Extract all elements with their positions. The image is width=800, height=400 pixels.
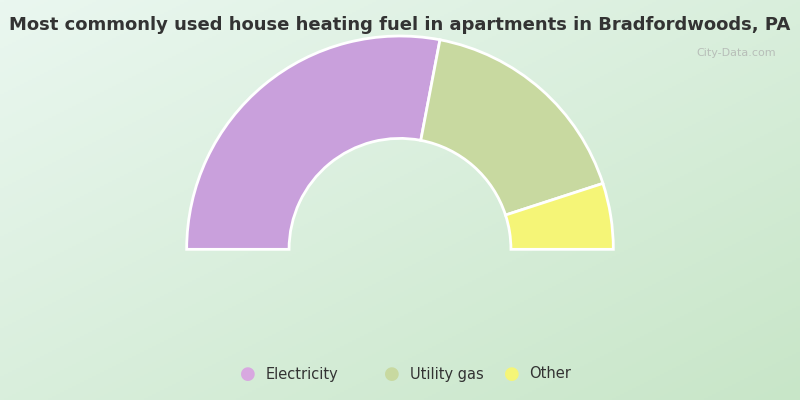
Wedge shape	[186, 36, 440, 249]
Text: ●: ●	[240, 365, 256, 383]
Text: ●: ●	[384, 365, 400, 383]
Wedge shape	[506, 184, 614, 249]
Text: ●: ●	[504, 365, 520, 383]
Text: City-Data.com: City-Data.com	[696, 48, 776, 58]
Text: Utility gas: Utility gas	[410, 366, 483, 382]
Text: Electricity: Electricity	[266, 366, 338, 382]
Text: Most commonly used house heating fuel in apartments in Bradfordwoods, PA: Most commonly used house heating fuel in…	[10, 16, 790, 34]
Text: Other: Other	[530, 366, 571, 382]
Wedge shape	[421, 40, 603, 215]
